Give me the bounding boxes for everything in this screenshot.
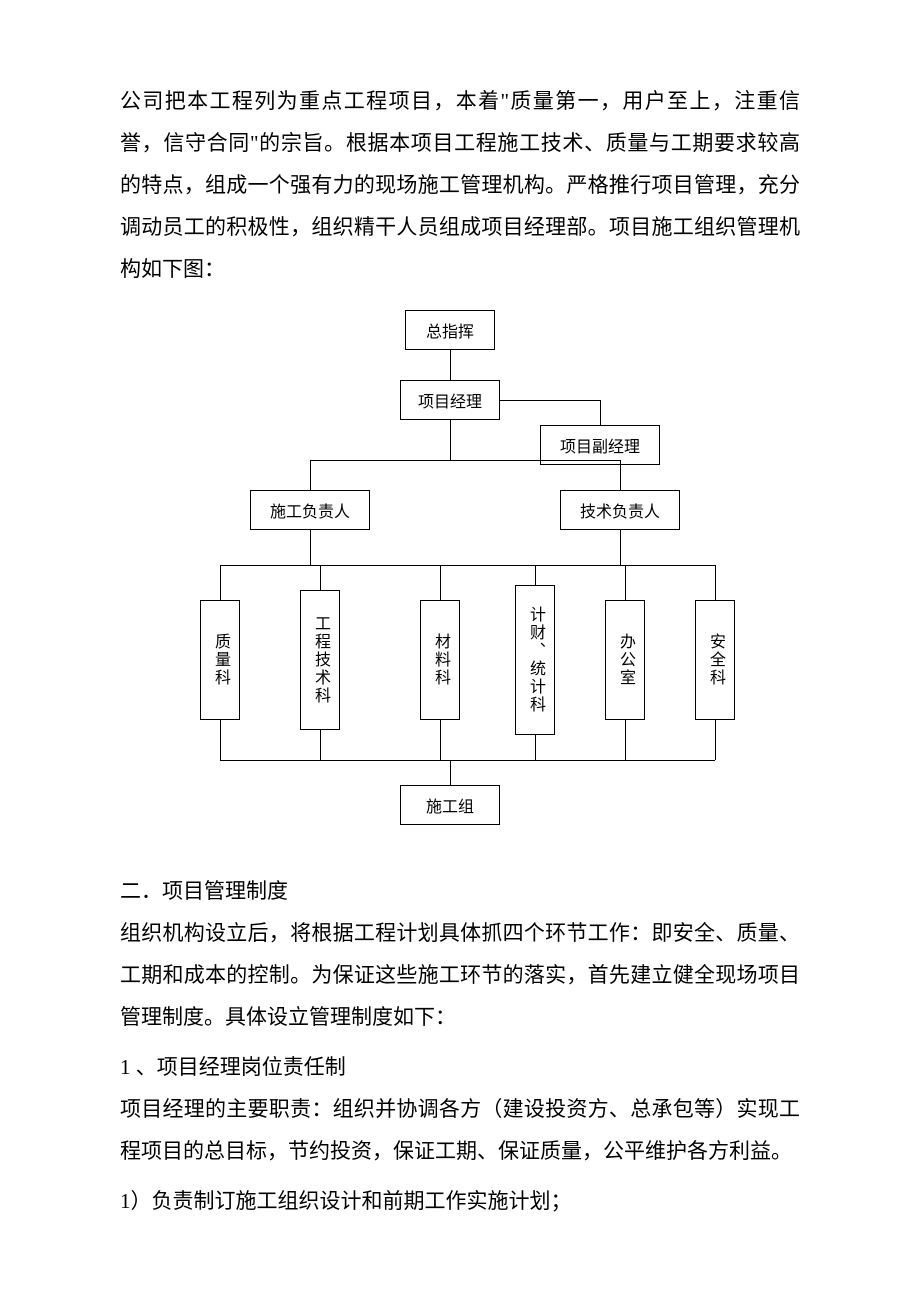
org-line-14: [625, 565, 626, 600]
item-1-paragraph-1: 项目经理的主要职责：组织并协调各方（建设投资方、总承包等）实现工程项目的总目标，…: [120, 1088, 800, 1172]
org-line-5: [310, 460, 311, 490]
org-node-d6: 安全科: [695, 600, 735, 720]
section-2-paragraph-1: 组织机构设立后，将根据工程计划具体抓四个环节工作：即安全、质量、工期和成本的控制…: [120, 912, 800, 1038]
org-line-3: [450, 420, 451, 460]
org-node-d1: 质量科: [200, 600, 240, 720]
intro-paragraph: 公司把本工程列为重点工程项目，本着"质量第一，用户至上，注重信誉，信守合同"的宗…: [120, 80, 800, 290]
org-line-23: [450, 760, 451, 785]
org-line-6: [620, 460, 621, 490]
org-line-19: [535, 735, 536, 760]
org-chart: 总指挥项目经理项目副经理施工负责人 技术负责人质量科 工程技术科 材料科 计财、统计科 办…: [140, 310, 780, 850]
section-2-heading: 二．项目管理制度: [120, 870, 800, 912]
org-line-18: [440, 720, 441, 760]
org-line-22: [220, 760, 715, 761]
org-line-15: [715, 565, 716, 600]
org-line-9: [220, 565, 715, 566]
org-node-n6: 施工组: [400, 785, 500, 825]
org-line-2: [600, 400, 601, 425]
org-line-11: [320, 565, 321, 590]
org-line-17: [320, 730, 321, 760]
item-1-heading: 1 、项目经理岗位责任制: [120, 1046, 800, 1088]
org-node-d3: 材料科: [420, 600, 460, 720]
org-node-n4: 施工负责人: [250, 490, 370, 530]
org-line-12: [440, 565, 441, 600]
org-line-1: [500, 400, 600, 401]
org-line-20: [625, 720, 626, 760]
org-node-n5: 技术负责人: [560, 490, 680, 530]
org-line-4: [310, 460, 620, 461]
org-node-d2: 工程技术科: [300, 590, 340, 730]
org-line-16: [220, 720, 221, 760]
org-line-8: [620, 530, 621, 565]
org-node-n2: 项目经理: [400, 380, 500, 420]
org-node-d5: 办公室: [605, 600, 645, 720]
org-node-n1: 总指挥: [405, 310, 495, 350]
org-line-21: [715, 720, 716, 760]
org-node-n3: 项目副经理: [540, 425, 660, 465]
org-node-d4: 计财、统计科: [515, 585, 555, 735]
item-1-sub-1: 1）负责制订施工组织设计和前期工作实施计划；: [120, 1180, 800, 1222]
org-line-13: [535, 565, 536, 585]
org-line-0: [450, 350, 451, 380]
org-line-10: [220, 565, 221, 600]
org-line-7: [310, 530, 311, 565]
